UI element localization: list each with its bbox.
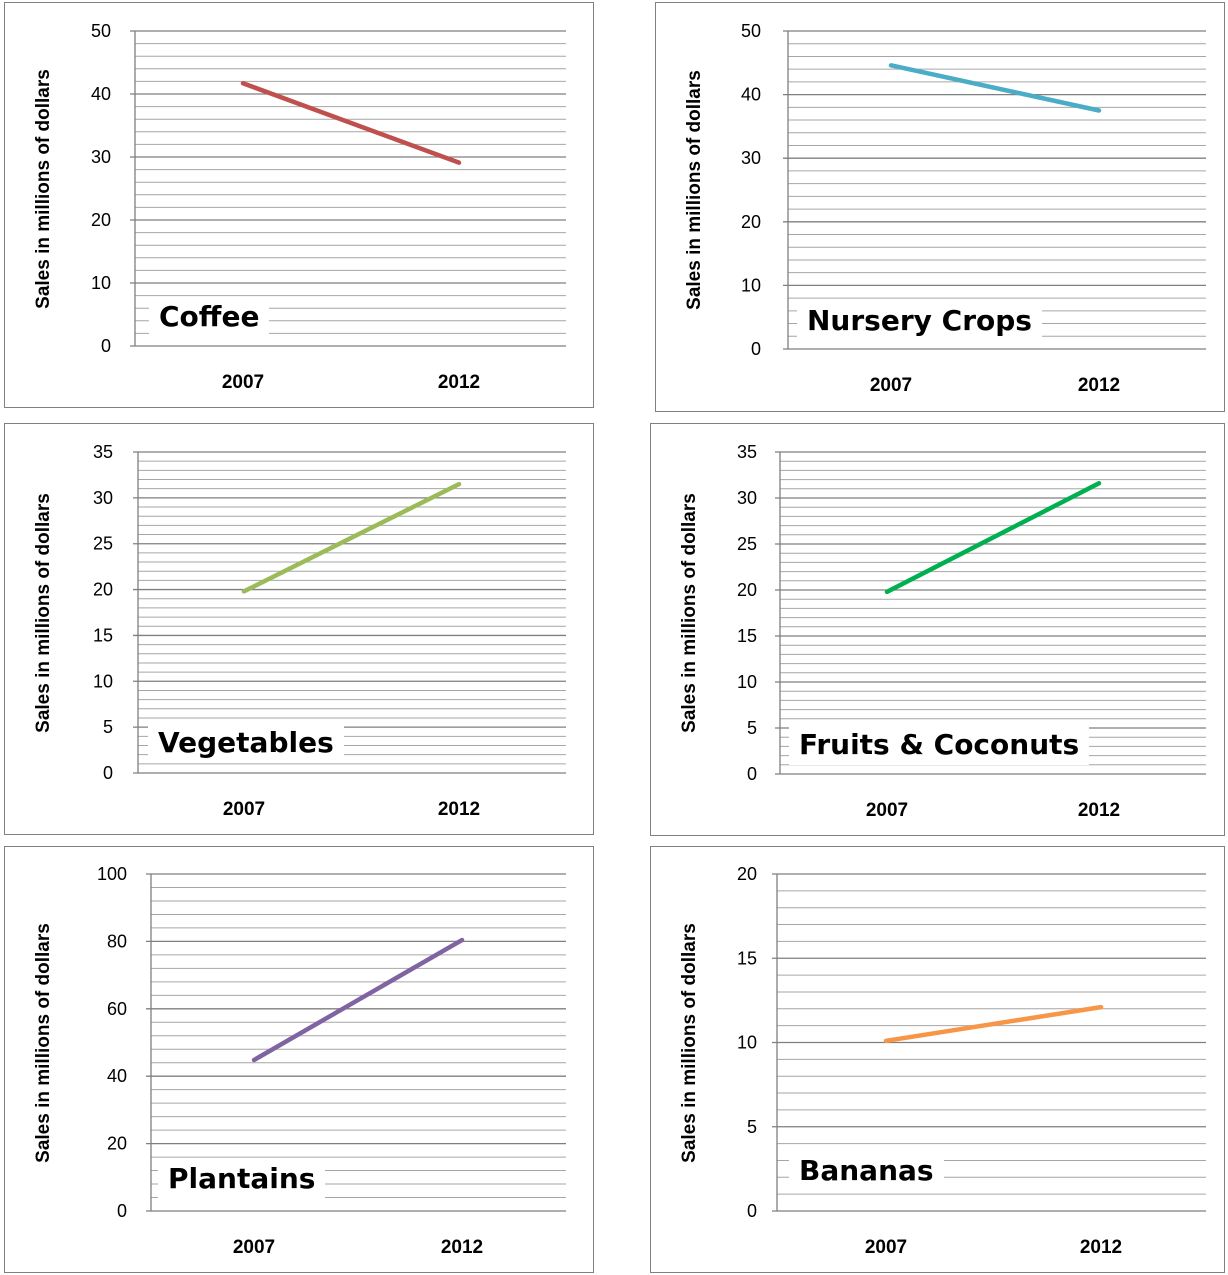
y-tick-label: 100	[97, 864, 127, 884]
y-tick-label: 20	[93, 580, 113, 600]
y-tick-label: 30	[93, 488, 113, 508]
y-tick-label: 20	[107, 1134, 127, 1154]
y-tick-label: 0	[103, 763, 113, 783]
y-tick-label: 10	[91, 273, 111, 293]
y-tick-label: 40	[741, 85, 761, 105]
y-tick-label: 35	[737, 442, 757, 462]
y-axis-title: Sales in millions of dollars	[33, 492, 55, 733]
y-tick-label: 10	[737, 672, 757, 692]
series-line	[883, 1004, 1104, 1044]
y-tick-label: 60	[107, 999, 127, 1019]
y-tick-label: 40	[107, 1066, 127, 1086]
y-tick-label: 0	[747, 1201, 757, 1221]
y-tick-label: 0	[751, 339, 761, 359]
y-axis-title-container: Sales in millions of dollars	[677, 874, 703, 1211]
chart-panel-6: 0 5 10 15 20 2007 2012 Bananas Sales in millions…	[650, 846, 1225, 1273]
chart-title: Fruits & Coconuts	[789, 725, 1090, 766]
y-tick-label: 30	[737, 488, 757, 508]
x-category-label: 2007	[870, 375, 912, 396]
series-line	[251, 937, 465, 1063]
chart-panel-2: 0 10 20 30 40 50 2007 2012 Nursery Crops Sales in…	[655, 2, 1225, 412]
y-tick-label: 50	[91, 21, 111, 41]
x-category-label: 2007	[233, 1237, 275, 1258]
chart-panel-3: 0 5 10 15 20 25 30 35 2007 2012 Vegetables Sales in…	[4, 423, 594, 835]
y-tick-label: 20	[91, 210, 111, 230]
y-tick-label: 10	[741, 275, 761, 295]
y-tick-label: 50	[741, 21, 761, 41]
x-category-label: 2007	[222, 372, 264, 393]
chart-svg: 0 10 20 30 40 50 2007 2012	[741, 21, 1206, 396]
chart-title: Nursery Crops	[797, 301, 1042, 342]
chart-panel-1: 0 10 20 30 40 50 2007 2012 Coffee Sales in millio…	[4, 2, 594, 408]
y-tick-label: 40	[91, 84, 111, 104]
y-axis-title-container: Sales in millions of dollars	[677, 452, 703, 774]
y-tick-label: 15	[93, 625, 113, 645]
x-category-label: 2012	[438, 372, 480, 393]
x-category-label: 2012	[438, 799, 480, 820]
series-line	[241, 481, 462, 594]
chart-svg: 0 5 10 15 20 25 30 35 2007 2012	[93, 442, 566, 820]
chart-title: Bananas	[789, 1151, 944, 1192]
chart-panel-5: 0 20 40 60 80 100 2007 2012 Plantains Sales in mi…	[4, 846, 594, 1273]
x-category-label: 2012	[1078, 375, 1120, 396]
chart-panel-4: 0 5 10 15 20 25 30 35 2007 2012 Fruits & Coconuts S…	[650, 423, 1225, 836]
y-tick-label: 35	[93, 442, 113, 462]
y-tick-label: 5	[747, 718, 757, 738]
chart-title: Coffee	[149, 297, 270, 338]
y-axis-title-container: Sales in millions of dollars	[682, 31, 708, 349]
x-category-label: 2007	[223, 799, 265, 820]
chart-svg: 0 10 20 30 40 50 2007 2012	[91, 21, 566, 393]
y-axis-title: Sales in millions of dollars	[679, 493, 701, 733]
y-tick-label: 15	[737, 948, 757, 968]
y-tick-label: 20	[737, 864, 757, 884]
y-axis-title-container: Sales in millions of dollars	[31, 31, 57, 346]
y-axis-title: Sales in millions of dollars	[679, 922, 701, 1163]
x-category-label: 2012	[441, 1237, 483, 1258]
y-tick-label: 25	[737, 534, 757, 554]
x-category-label: 2007	[866, 800, 908, 821]
y-axis-title-container: Sales in millions of dollars	[31, 874, 57, 1211]
series-line	[240, 81, 462, 165]
chart-svg: 0 5 10 15 20 2007 2012	[737, 864, 1206, 1258]
y-tick-label: 0	[101, 336, 111, 356]
x-category-label: 2012	[1080, 1237, 1122, 1258]
y-tick-label: 30	[741, 148, 761, 168]
chart-svg: 0 20 40 60 80 100 2007 2012	[97, 864, 566, 1258]
y-tick-label: 25	[93, 534, 113, 554]
y-axis-title: Sales in millions of dollars	[33, 68, 55, 309]
y-tick-label: 20	[737, 580, 757, 600]
chart-title: Plantains	[158, 1159, 326, 1200]
y-tick-label: 30	[91, 147, 111, 167]
y-tick-label: 0	[117, 1201, 127, 1221]
y-tick-label: 80	[107, 931, 127, 951]
y-axis-title: Sales in millions of dollars	[684, 70, 706, 310]
x-category-label: 2007	[865, 1237, 907, 1258]
y-axis-title-container: Sales in millions of dollars	[31, 452, 57, 773]
chart-title: Vegetables	[148, 723, 344, 764]
y-tick-label: 10	[737, 1033, 757, 1053]
y-tick-label: 5	[747, 1117, 757, 1137]
series-line	[888, 63, 1102, 113]
y-tick-label: 0	[747, 764, 757, 784]
x-category-label: 2012	[1078, 800, 1120, 821]
y-tick-label: 5	[103, 717, 113, 737]
y-tick-label: 10	[93, 671, 113, 691]
chart-svg: 0 5 10 15 20 25 30 35 2007 2012	[737, 442, 1206, 821]
y-tick-label: 20	[741, 212, 761, 232]
series-line	[884, 481, 1102, 595]
y-tick-label: 15	[737, 626, 757, 646]
y-axis-title: Sales in millions of dollars	[33, 922, 55, 1163]
